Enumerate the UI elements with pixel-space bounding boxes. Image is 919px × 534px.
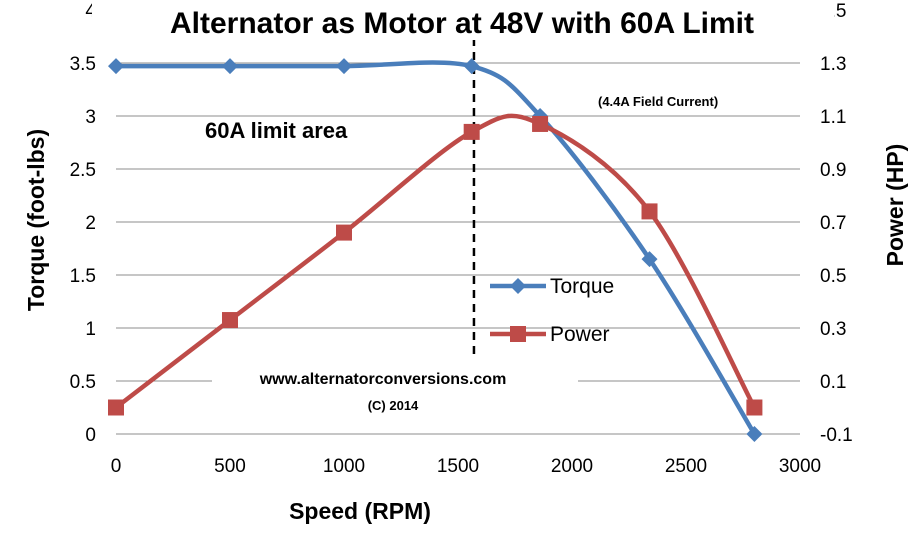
y2-tick-label: -0.1 (820, 425, 853, 446)
power-marker (336, 224, 352, 241)
x-tick-label: 500 (214, 456, 246, 477)
power-marker (532, 115, 549, 132)
y2-tick-label: 0.5 (820, 266, 846, 287)
legend-power-label: Power (550, 323, 610, 346)
limit-area-label: 60A limit area (205, 118, 348, 143)
torque-marker (463, 58, 480, 75)
y-tick-label: 0 (85, 425, 96, 446)
power-marker (108, 399, 124, 416)
copyright-label: (C) 2014 (368, 398, 419, 413)
y-tick-label: 3 (85, 107, 96, 128)
legend: Torque Power (490, 275, 614, 346)
torque-marker (641, 251, 658, 268)
power-marker (641, 203, 658, 220)
legend-torque-label: Torque (550, 275, 614, 298)
x-tick-label: 2500 (665, 456, 707, 477)
title-background (92, 2, 834, 40)
y2-axis-title: Power (HP) (882, 144, 908, 267)
field-current-label: (4.4A Field Current) (598, 94, 718, 109)
y-tick-label: 3.5 (70, 54, 96, 75)
torque-marker (746, 426, 763, 442)
legend-torque-marker (510, 278, 526, 294)
y2-axis-ticks: -0.10.10.30.50.70.91.11.31.5 (820, 1, 853, 446)
y2-tick-label: 0.7 (820, 213, 846, 234)
x-tick-label: 0 (111, 456, 122, 477)
y-axis-ticks: 0 0.5 1 1.5 2 2.5 3 3.5 4 (70, 1, 97, 446)
x-tick-label: 3000 (779, 456, 821, 477)
x-tick-label: 1000 (323, 456, 365, 477)
y-tick-label: 1 (85, 319, 96, 340)
y2-tick-label: 0.1 (820, 372, 846, 393)
y-tick-label: 0.5 (70, 372, 96, 393)
power-marker (746, 399, 763, 416)
power-marker (463, 123, 480, 140)
x-axis-title: Speed (RPM) (289, 498, 431, 524)
website-label: www.alternatorconversions.com (259, 371, 507, 388)
y-tick-label: 2.5 (70, 160, 96, 181)
legend-power-marker (510, 326, 526, 342)
chart-title: Alternator as Motor at 48V with 60A Limi… (170, 7, 754, 40)
torque-marker (108, 58, 124, 75)
y2-tick-label: 0.9 (820, 160, 846, 181)
y2-tick-label: 0.3 (820, 319, 846, 340)
x-axis-ticks: 0 500 1000 1500 2000 2500 3000 (111, 456, 821, 477)
url-label-background (212, 367, 578, 387)
y-tick-label: 2 (85, 213, 96, 234)
x-tick-label: 2000 (551, 456, 593, 477)
power-marker (222, 312, 238, 329)
y-tick-label: 4 (85, 1, 96, 22)
y-tick-label: 1.5 (70, 266, 96, 287)
y2-tick-label: 1.1 (820, 107, 846, 128)
torque-marker (336, 58, 352, 75)
power-line (114, 113, 757, 410)
y2-tick-label: 1.3 (820, 54, 846, 75)
x-tick-label: 1500 (437, 456, 479, 477)
series-layer (108, 58, 763, 442)
torque-marker (222, 58, 238, 75)
y-axis-title: Torque (foot-lbs) (23, 129, 49, 311)
